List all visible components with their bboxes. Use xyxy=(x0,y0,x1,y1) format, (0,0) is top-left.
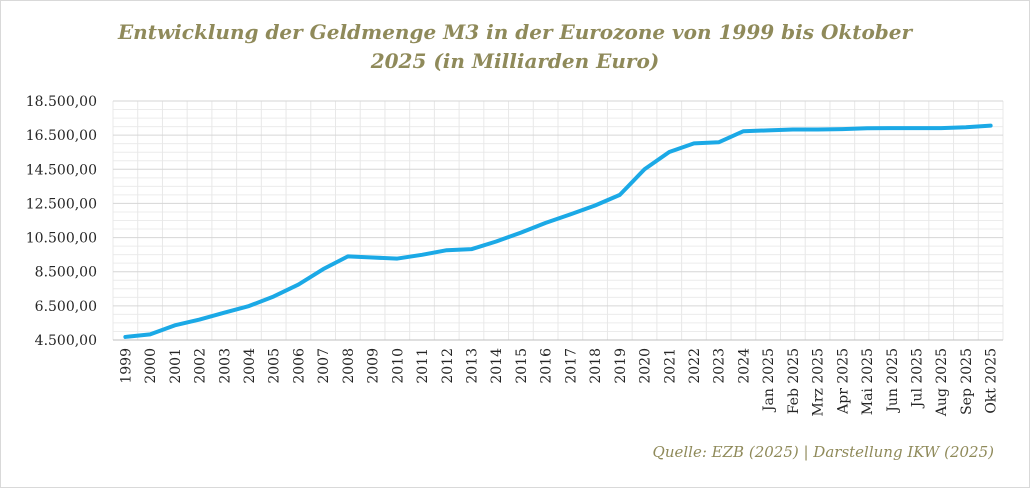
x-tick-label: Okt 2025 xyxy=(984,348,1000,414)
x-tick-label: 2013 xyxy=(464,348,480,384)
y-tick-label: 6.500,00 xyxy=(35,299,97,315)
x-tick-label: 2017 xyxy=(563,348,579,384)
x-tick-label: Jun 2025 xyxy=(885,348,901,414)
y-tick-label: 8.500,00 xyxy=(35,265,97,281)
x-tick-label: Mrz 2025 xyxy=(811,348,827,416)
source-note: Quelle: EZB (2025) | Darstellung IKW (20… xyxy=(652,443,994,461)
x-tick-label: 2003 xyxy=(217,348,233,384)
x-tick-label: 2021 xyxy=(662,348,678,384)
x-tick-label: 2023 xyxy=(712,348,728,384)
x-tick-label: Mai 2025 xyxy=(860,348,876,415)
x-tick-label: 2014 xyxy=(489,348,505,384)
x-tick-label: Aug 2025 xyxy=(934,348,950,417)
x-tick-label: 2019 xyxy=(613,348,629,384)
x-tick-label: 2010 xyxy=(390,348,406,384)
grid-lines xyxy=(112,100,1004,341)
chart-title-line-2: 2025 (in Milliarden Euro) xyxy=(370,49,660,73)
y-tick-label: 14.500,00 xyxy=(26,162,97,178)
x-tick-label: 2024 xyxy=(736,348,752,384)
y-tick-label: 16.500,00 xyxy=(26,128,97,144)
x-tick-label: 2000 xyxy=(143,348,159,384)
y-tick-label: 10.500,00 xyxy=(26,231,97,247)
y-tick-label: 4.500,00 xyxy=(35,333,97,349)
x-tick-label: 2001 xyxy=(168,348,184,384)
x-tick-label: 2016 xyxy=(539,348,555,384)
x-tick-label: 2005 xyxy=(267,348,283,384)
x-tick-label: 2020 xyxy=(638,348,654,384)
y-axis: 4.500,00 6.500,00 8.500,00 10.500,00 12.500,… xyxy=(26,94,97,349)
x-tick-label: 2015 xyxy=(514,348,530,384)
x-tick-label: Jul 2025 xyxy=(909,348,925,409)
series-line-m3 xyxy=(123,123,993,339)
x-tick-label: 2007 xyxy=(316,348,332,384)
x-tick-label: 2004 xyxy=(242,348,258,384)
x-tick-label: Feb 2025 xyxy=(786,348,802,414)
x-tick-label: 2022 xyxy=(687,348,703,384)
x-tick-label: 2018 xyxy=(588,348,604,384)
y-tick-label: 12.500,00 xyxy=(26,196,97,212)
x-tick-label: 2008 xyxy=(341,348,357,384)
series-layer xyxy=(123,123,993,339)
x-tick-label: 2011 xyxy=(415,348,431,384)
x-tick-label: 2006 xyxy=(291,348,307,384)
x-tick-label: 2009 xyxy=(366,348,382,384)
x-tick-label: Apr 2025 xyxy=(835,348,851,415)
y-tick-label: 18.500,00 xyxy=(26,94,97,110)
x-tick-label: Jan 2025 xyxy=(761,348,777,413)
x-tick-label: 2012 xyxy=(440,348,456,384)
x-tick-label: Sep 2025 xyxy=(959,348,975,415)
x-axis: 1999 2000 2001 2002 2003 2004 2005 2006 2007 2008… xyxy=(113,339,1003,417)
chart-title-line-1: Entwicklung der Geldmenge M3 in der Euro… xyxy=(117,20,913,44)
chart-title: Entwicklung der Geldmenge M3 in der Euro… xyxy=(60,18,970,76)
x-tick-label: 2002 xyxy=(193,348,209,384)
x-tick-label: 1999 xyxy=(118,348,134,384)
